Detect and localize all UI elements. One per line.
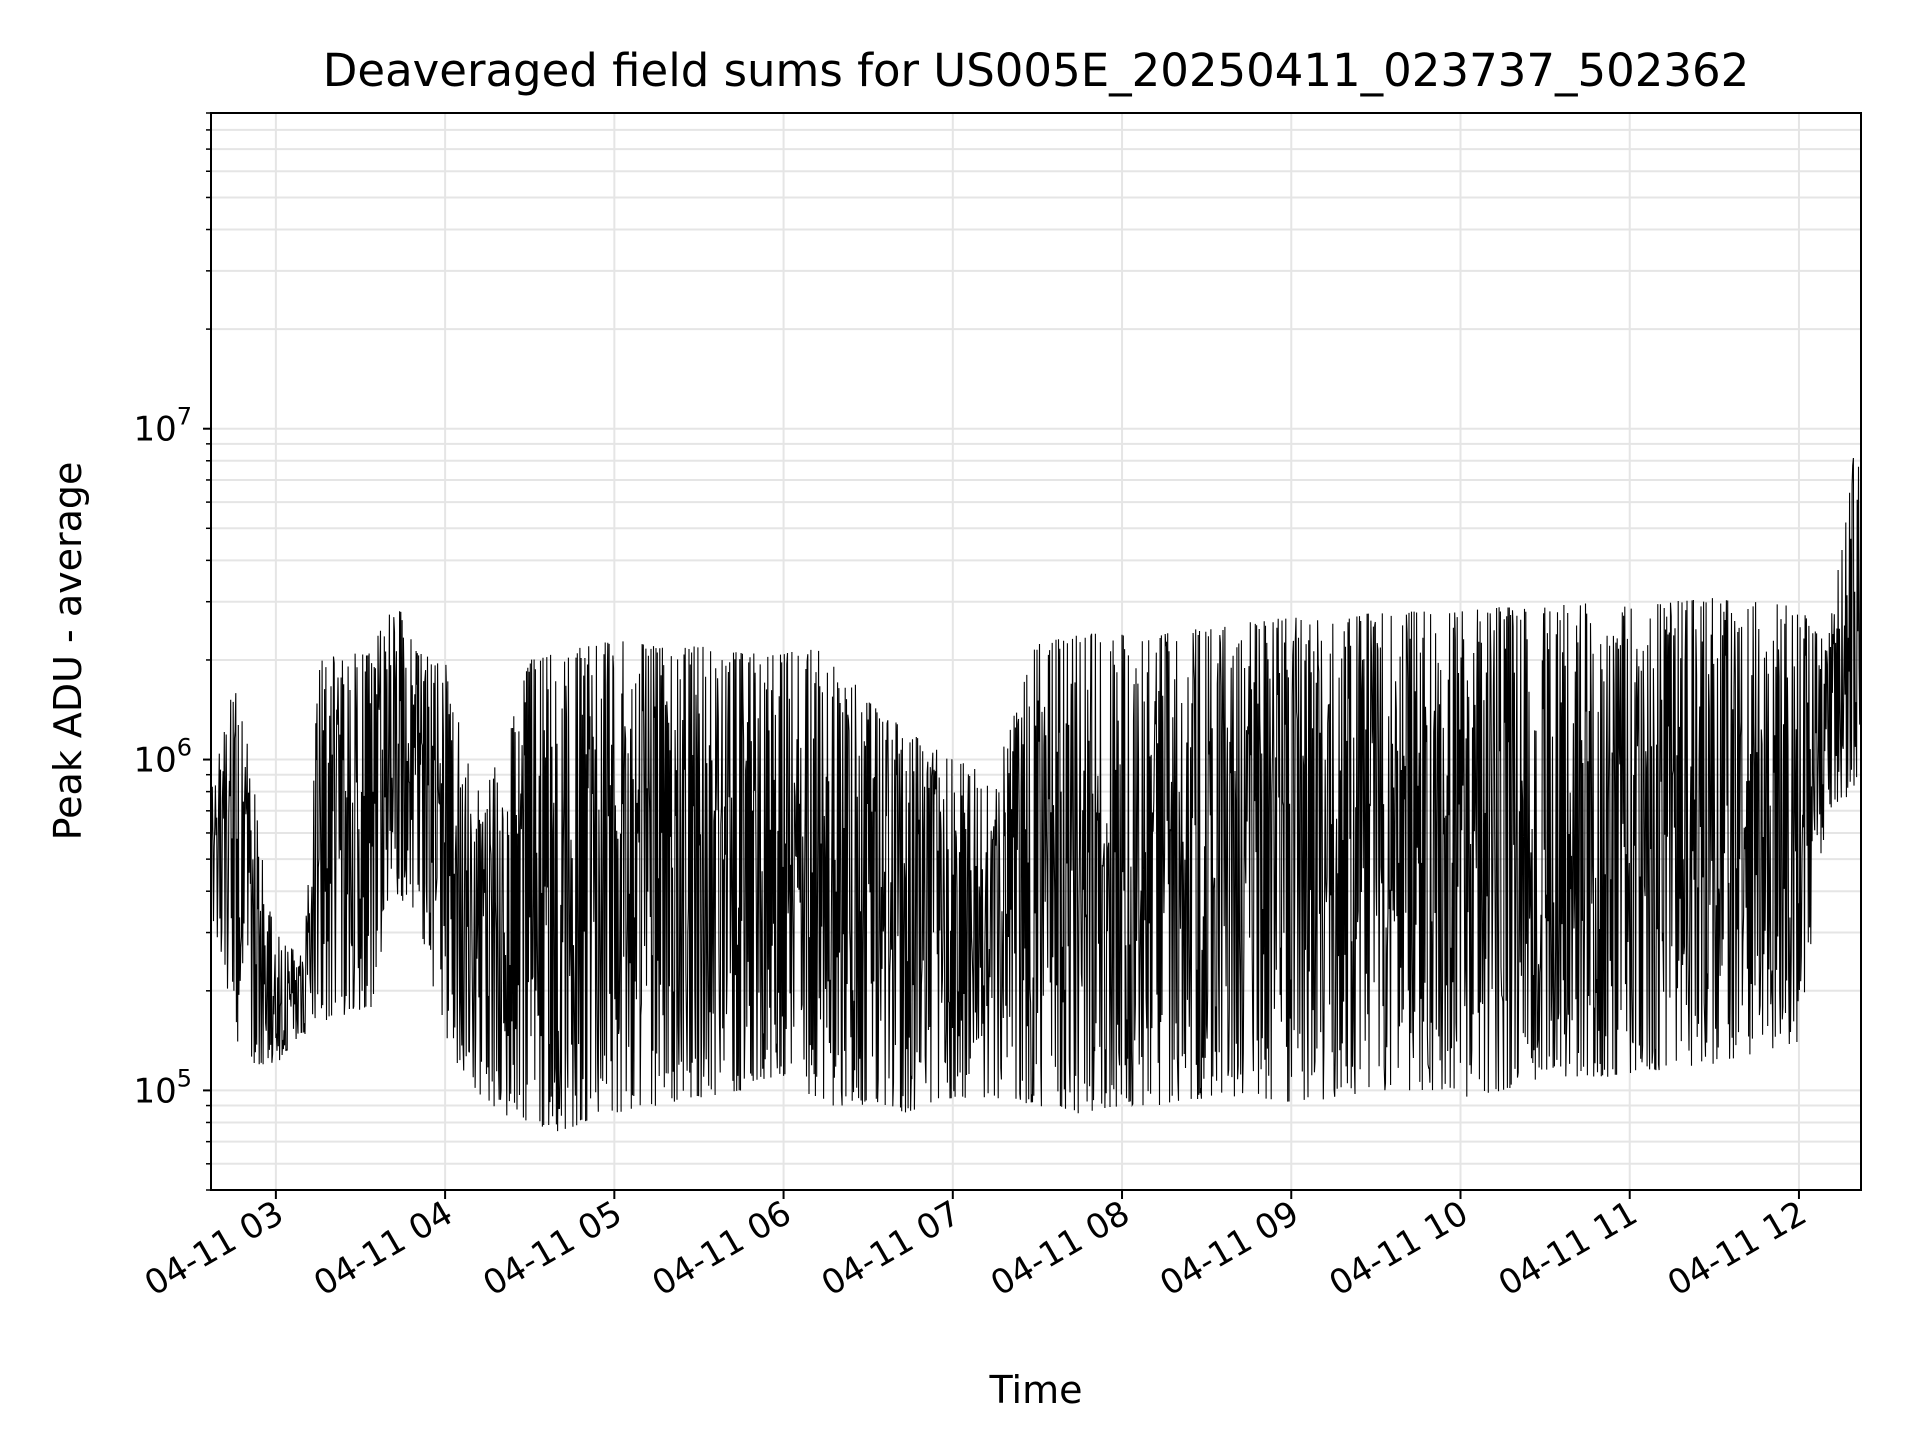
series-layer xyxy=(210,443,1862,1132)
plot-frame xyxy=(210,112,1862,1191)
y-tick-label: 105 xyxy=(133,1064,192,1111)
y-axis-label: Peak ADU - average xyxy=(46,462,90,841)
chart-title: Deaveraged field sums for US005E_2025041… xyxy=(323,44,1750,97)
series-line xyxy=(210,443,1862,1132)
y-tick-label: 106 xyxy=(133,734,192,781)
x-axis-label: Time xyxy=(989,1368,1083,1412)
y-tick-label: 107 xyxy=(133,403,192,450)
